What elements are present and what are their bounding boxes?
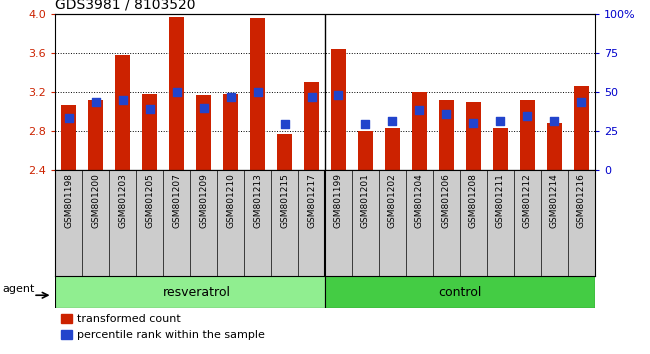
Bar [196, 95, 211, 170]
Point [64, 115, 74, 121]
Text: GSM801200: GSM801200 [91, 173, 100, 228]
Point [522, 114, 532, 119]
Bar [88, 100, 103, 170]
Text: GSM801206: GSM801206 [442, 173, 451, 228]
Point [306, 94, 317, 100]
Point [118, 97, 128, 103]
Text: GSM801198: GSM801198 [64, 173, 73, 228]
Bar [142, 94, 157, 170]
Legend: transformed count, percentile rank within the sample: transformed count, percentile rank withi… [61, 314, 265, 340]
Text: GSM801202: GSM801202 [388, 173, 397, 228]
Point [90, 99, 101, 104]
Point [252, 89, 263, 95]
Bar [325, 276, 595, 308]
Bar [115, 55, 130, 170]
Bar [55, 276, 325, 308]
Text: resveratrol: resveratrol [163, 286, 231, 298]
Bar [547, 123, 562, 170]
Point [226, 94, 236, 100]
Point [198, 105, 209, 110]
Point [172, 89, 182, 95]
Text: agent: agent [3, 284, 35, 294]
Bar [277, 134, 292, 170]
Point [360, 121, 370, 127]
Bar [223, 94, 238, 170]
Bar [61, 105, 76, 170]
Text: GSM801214: GSM801214 [550, 173, 559, 228]
Text: control: control [438, 286, 482, 298]
Text: GSM801217: GSM801217 [307, 173, 316, 228]
Point [333, 92, 344, 98]
Point [280, 121, 290, 127]
Bar [520, 100, 535, 170]
Text: GSM801207: GSM801207 [172, 173, 181, 228]
Bar [169, 17, 184, 170]
Text: GSM801215: GSM801215 [280, 173, 289, 228]
Text: GSM801203: GSM801203 [118, 173, 127, 228]
Bar [466, 102, 481, 170]
Bar [412, 92, 427, 170]
Point [495, 118, 506, 124]
Point [387, 118, 398, 124]
Text: GSM801208: GSM801208 [469, 173, 478, 228]
Bar [250, 18, 265, 170]
Text: GSM801199: GSM801199 [334, 173, 343, 228]
Text: GSM801216: GSM801216 [577, 173, 586, 228]
Point [441, 112, 452, 117]
Text: GSM801204: GSM801204 [415, 173, 424, 228]
Bar [358, 131, 373, 170]
Bar [439, 100, 454, 170]
Text: GSM801213: GSM801213 [253, 173, 262, 228]
Bar [574, 86, 589, 170]
Text: GSM801211: GSM801211 [496, 173, 505, 228]
Point [414, 107, 424, 112]
Point [576, 99, 586, 104]
Bar [331, 49, 346, 170]
Point [468, 120, 478, 126]
Bar [385, 128, 400, 170]
Bar [493, 128, 508, 170]
Text: GSM801212: GSM801212 [523, 173, 532, 228]
Point [144, 106, 155, 112]
Text: GSM801209: GSM801209 [199, 173, 208, 228]
Text: GSM801205: GSM801205 [145, 173, 154, 228]
Text: GDS3981 / 8103520: GDS3981 / 8103520 [55, 0, 196, 12]
Bar [304, 82, 319, 170]
Text: GSM801201: GSM801201 [361, 173, 370, 228]
Text: GSM801210: GSM801210 [226, 173, 235, 228]
Point [549, 118, 560, 124]
